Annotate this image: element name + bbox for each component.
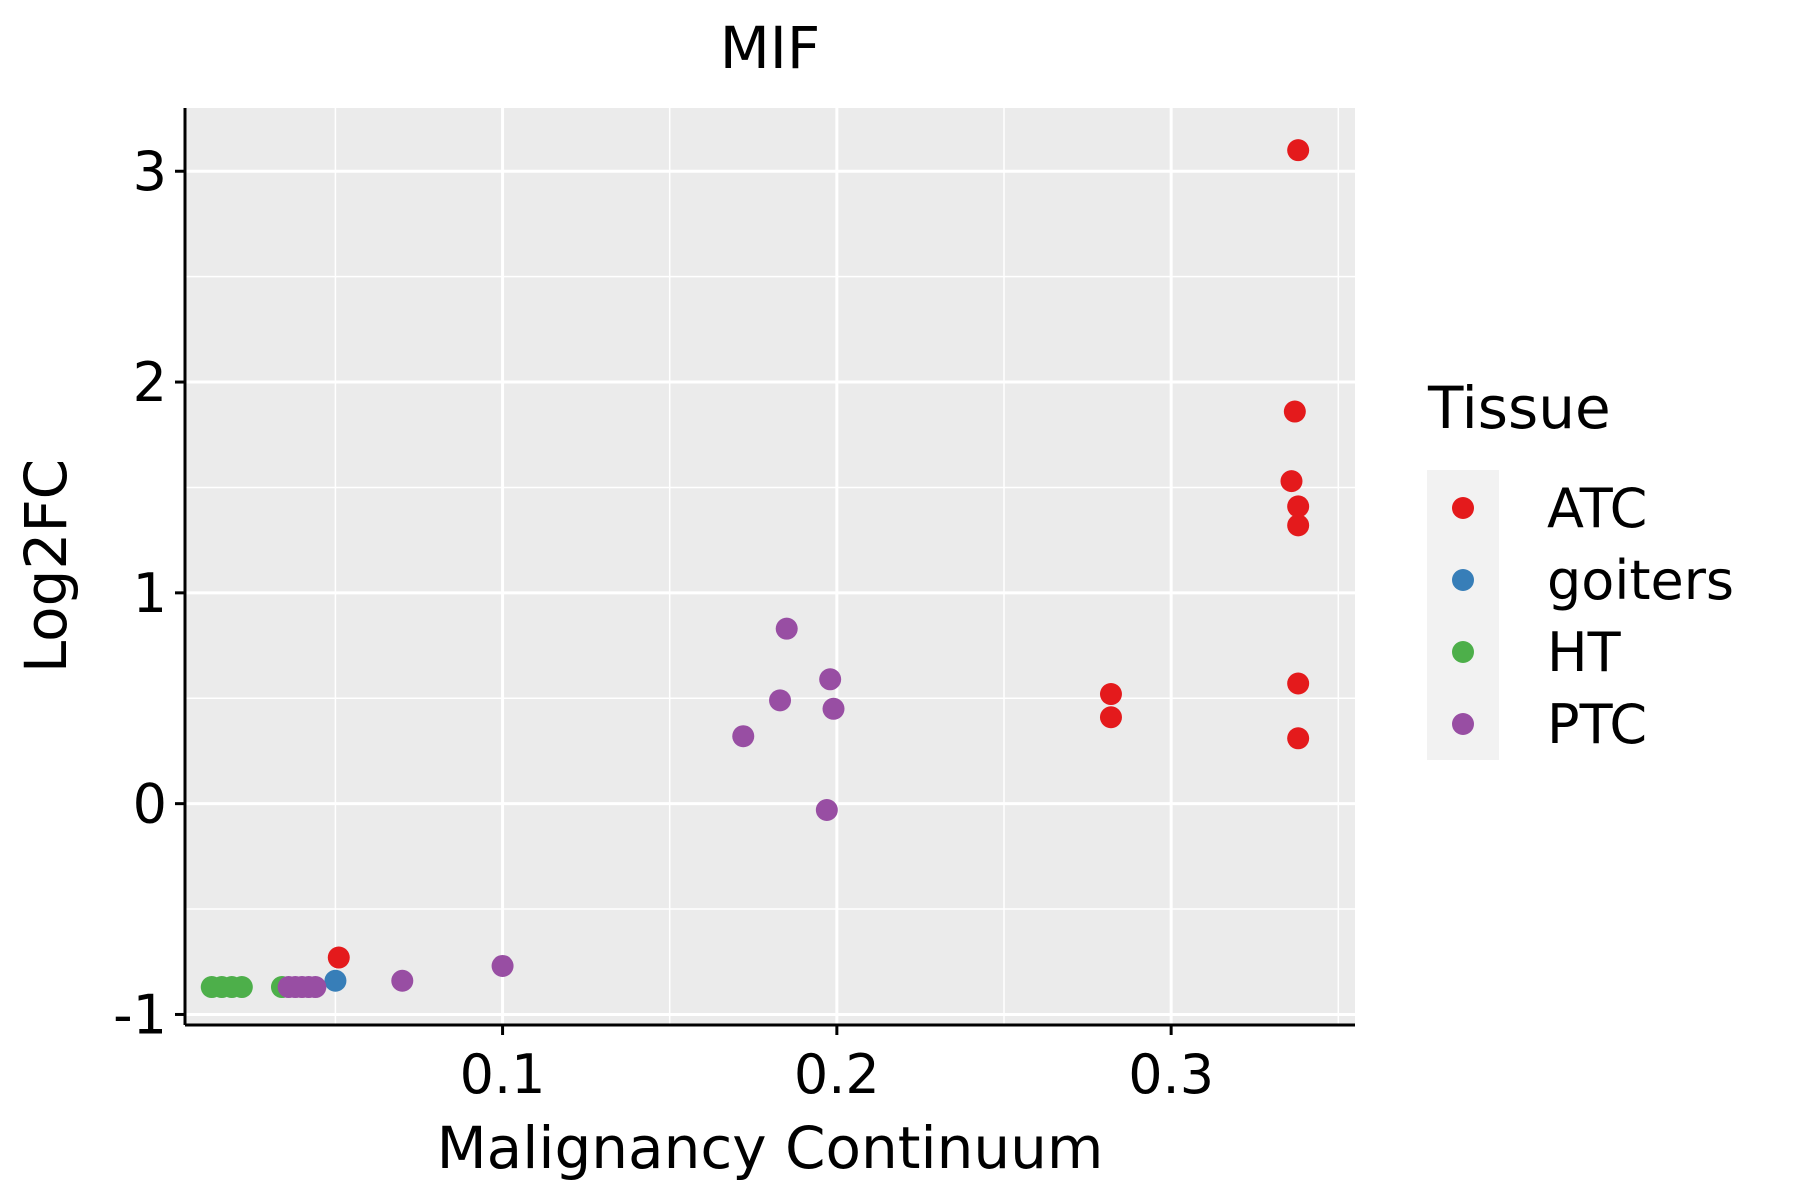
point-ptc xyxy=(775,617,798,640)
y-tick-label: 3 xyxy=(133,140,167,203)
point-atc xyxy=(1099,706,1122,729)
legend-items: ATC goiters HT PTC xyxy=(1452,477,1734,756)
x-tick-label: 0.2 xyxy=(794,1043,880,1106)
x-tick-label: 0.1 xyxy=(460,1043,546,1106)
legend-title: Tissue xyxy=(1427,374,1611,442)
point-atc xyxy=(1099,683,1122,706)
point-atc xyxy=(1283,400,1306,423)
y-tick-label: 1 xyxy=(133,562,167,625)
point-ptc xyxy=(491,954,514,977)
point-ptc xyxy=(815,798,838,821)
point-atc xyxy=(1287,514,1310,537)
point-ptc xyxy=(732,725,755,748)
legend-key-atc xyxy=(1452,497,1474,519)
point-ptc xyxy=(304,976,327,999)
legend-key-ptc xyxy=(1452,713,1474,735)
y-tick-label: 0 xyxy=(133,773,167,836)
point-atc xyxy=(1287,495,1310,518)
y-tick-label: 2 xyxy=(133,351,167,414)
point-ptc xyxy=(391,969,414,992)
point-ht xyxy=(230,976,253,999)
legend-label-ht: HT xyxy=(1547,621,1622,684)
legend: Tissue ATC goiters HT PTC xyxy=(1427,374,1734,760)
point-atc xyxy=(1280,470,1303,493)
plot-panel xyxy=(185,108,1355,1025)
legend-label-goiters: goiters xyxy=(1547,549,1734,612)
x-axis-ticks: 0.1 0.2 0.3 xyxy=(460,1025,1214,1106)
legend-key-ht xyxy=(1452,641,1474,663)
major-gridlines xyxy=(185,108,1355,1025)
point-atc xyxy=(327,946,350,969)
point-ptc xyxy=(819,668,842,691)
point-atc xyxy=(1287,727,1310,750)
legend-label-ptc: PTC xyxy=(1547,693,1647,756)
x-tick-label: 0.3 xyxy=(1128,1043,1214,1106)
point-goiters xyxy=(324,969,347,992)
point-atc xyxy=(1287,139,1310,162)
point-atc xyxy=(1287,672,1310,695)
point-ptc xyxy=(822,697,845,720)
legend-label-atc: ATC xyxy=(1547,477,1647,540)
y-tick-label: -1 xyxy=(113,983,167,1046)
x-axis-title: Malignancy Continuum xyxy=(437,1114,1104,1182)
y-axis-title: Log2FC xyxy=(12,459,80,673)
chart-title: MIF xyxy=(720,14,821,82)
legend-key-goiters xyxy=(1452,569,1474,591)
data-points xyxy=(200,139,1310,999)
point-ptc xyxy=(769,689,792,712)
y-axis-ticks: -1 0 1 2 3 xyxy=(113,140,185,1046)
